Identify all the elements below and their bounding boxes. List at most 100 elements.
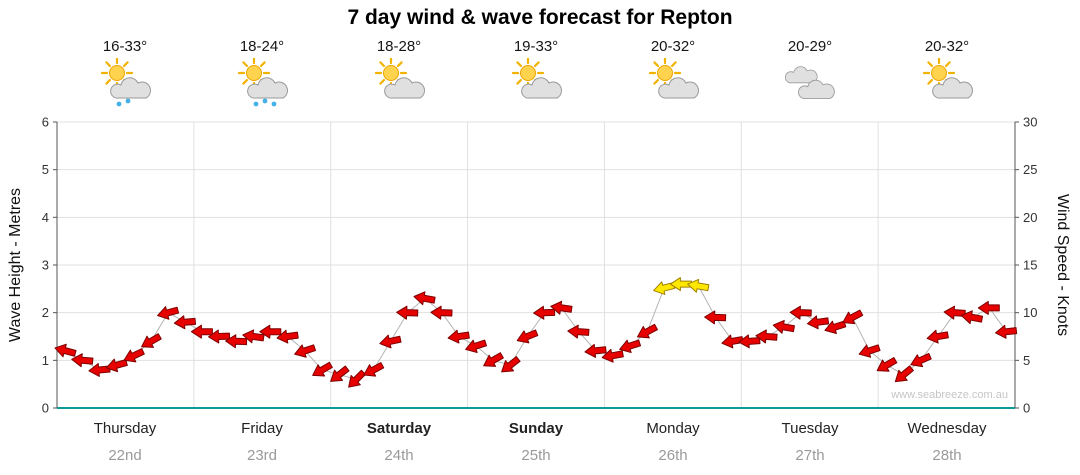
day-temp: 16-33°	[102, 38, 148, 55]
svg-text:5: 5	[1023, 353, 1030, 368]
left-axis-title: Wave Height - Metres	[7, 187, 24, 343]
day-temp: 20-29°	[787, 38, 833, 55]
svg-text:4: 4	[42, 210, 49, 225]
day-header-wednesday: 20-32°	[887, 38, 1007, 110]
svg-text:15: 15	[1023, 258, 1037, 273]
weather-icon-slot	[613, 58, 733, 110]
weather-icon-slot	[476, 58, 596, 110]
weather-icon-slot	[887, 58, 1007, 110]
wind-arrow	[330, 365, 350, 382]
wind-arrow	[242, 329, 265, 344]
svg-text:3: 3	[42, 258, 49, 273]
weather-icon	[374, 58, 425, 99]
wind-arrow	[54, 343, 77, 358]
day-header-friday: 18-24°	[202, 38, 322, 110]
weather-icon	[511, 58, 562, 99]
day-label-thursday: Thursday	[93, 420, 157, 437]
wind-arrow	[413, 291, 436, 306]
wind-arrow	[601, 348, 624, 363]
gridlines	[57, 121, 1015, 408]
wind-arrow	[483, 352, 504, 367]
day-label-tuesday: Tuesday	[781, 420, 839, 437]
day-date: 26th	[658, 447, 688, 464]
wind-arrow	[430, 305, 453, 320]
wind-arrow	[225, 334, 248, 349]
wind-arrow	[294, 344, 317, 358]
day-label-monday: Monday	[646, 420, 700, 437]
wind-arrow	[704, 310, 727, 325]
wind-arrow	[926, 329, 949, 344]
sun-icon	[374, 58, 408, 90]
wind-arrow	[396, 305, 419, 320]
wind-arrow	[141, 333, 162, 348]
svg-text:2: 2	[42, 305, 49, 320]
wind-arrow	[738, 334, 761, 349]
wind-arrow	[550, 300, 573, 315]
weather-icon-slot	[202, 58, 322, 110]
chart-title: 7 day wind & wave forecast for Repton	[347, 6, 733, 29]
sun-icon	[511, 58, 545, 90]
weather-icon	[648, 58, 699, 99]
wind-arrow	[501, 356, 521, 373]
wind-arrow	[721, 334, 744, 349]
wind-arrow	[71, 353, 94, 368]
day-header-tuesday: 20-29°	[750, 38, 870, 110]
wind-arrow	[312, 361, 333, 377]
weather-icon	[100, 58, 151, 107]
day-date: 25th	[521, 447, 551, 464]
wind-arrow	[960, 310, 984, 325]
day-header-monday: 20-32°	[613, 38, 733, 110]
wind-arrow	[516, 329, 539, 344]
day-date: 23rd	[246, 447, 278, 464]
svg-text:5: 5	[42, 162, 49, 177]
svg-text:30: 30	[1023, 115, 1037, 130]
day-header-saturday: 18-28°	[339, 38, 459, 110]
svg-text:25: 25	[1023, 162, 1037, 177]
wind-arrow	[157, 306, 180, 320]
wind-arrow	[910, 352, 932, 368]
day-temp: 20-32°	[650, 38, 696, 55]
day-label-sunday: Sunday	[508, 420, 564, 437]
day-date: 28th	[932, 447, 962, 464]
svg-text:0: 0	[42, 401, 49, 416]
wind-arrow	[584, 343, 607, 358]
day-label-wednesday: Wednesday	[907, 420, 987, 437]
svg-text:6: 6	[42, 115, 49, 130]
right-axis-title: Wind Speed - Knots	[1054, 193, 1071, 337]
wind-arrow	[465, 339, 488, 353]
rain-drops-icon	[253, 98, 277, 107]
wind-arrow	[669, 277, 692, 292]
wind-arrow	[653, 281, 676, 295]
wind-arrow	[772, 319, 795, 334]
wind-arrow	[789, 305, 812, 320]
wind-arrow	[208, 329, 231, 344]
rain-drops-icon	[116, 98, 131, 107]
wind-arrow	[687, 278, 710, 293]
day-label-saturday: Saturday	[366, 420, 432, 437]
wind-arrow	[824, 320, 847, 334]
wind-arrow	[977, 300, 1000, 315]
watermark: www.seabreeze.com.au	[891, 389, 1008, 401]
wind-arrow	[842, 309, 864, 325]
wind-arrow	[943, 305, 966, 320]
svg-text:1: 1	[42, 353, 49, 368]
wind-arrow	[858, 344, 881, 358]
day-date: 22nd	[108, 447, 142, 464]
wind-arrow	[123, 348, 145, 363]
wind-arrow	[755, 329, 778, 344]
weather-icon	[922, 58, 973, 99]
wind-arrow	[636, 323, 658, 339]
svg-text:10: 10	[1023, 305, 1037, 320]
wind-arrow	[276, 329, 299, 344]
day-temp: 18-24°	[239, 38, 285, 55]
weather-icon-slot	[750, 58, 870, 110]
day-temp: 20-32°	[924, 38, 970, 55]
wind-arrow	[894, 365, 914, 383]
wind-arrow	[259, 324, 282, 339]
wind-arrow	[379, 334, 402, 349]
day-label-friday: Friday	[241, 420, 283, 437]
wind-arrow	[190, 324, 213, 339]
svg-text:20: 20	[1023, 210, 1037, 225]
